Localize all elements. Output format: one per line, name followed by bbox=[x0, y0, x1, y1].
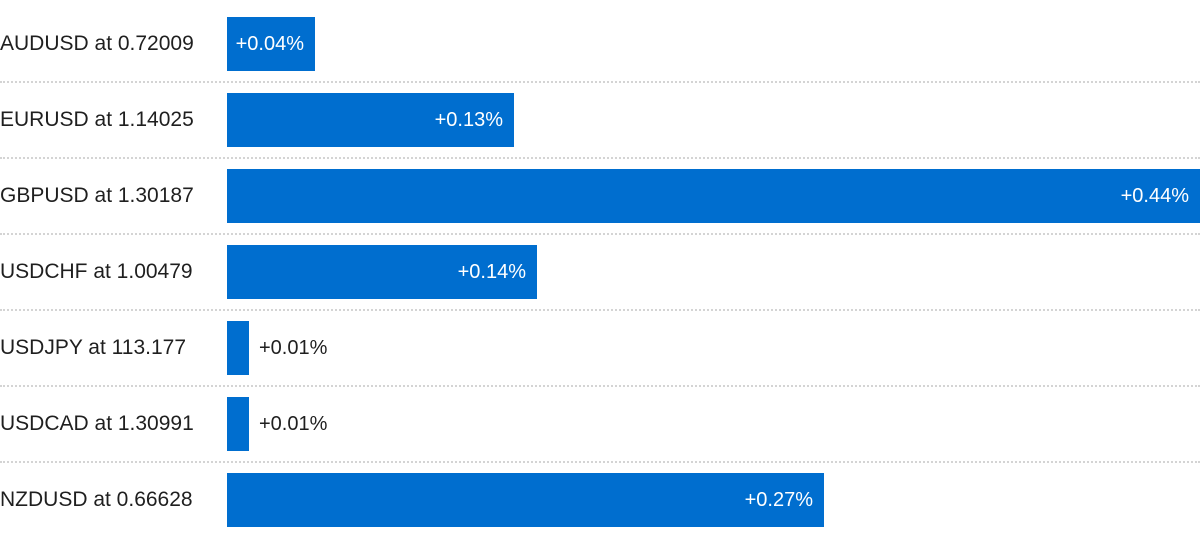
value-label: +0.01% bbox=[259, 337, 328, 359]
value-label: +0.44% bbox=[1120, 185, 1189, 207]
bar bbox=[227, 321, 249, 375]
bar bbox=[227, 17, 315, 71]
value-label: +0.27% bbox=[744, 489, 813, 511]
category-label: USDJPY at 113.177 bbox=[0, 336, 187, 359]
value-label: +0.01% bbox=[259, 413, 328, 435]
category-label: EURUSD at 1.14025 bbox=[0, 108, 194, 131]
value-label: +0.13% bbox=[434, 109, 503, 131]
bar bbox=[227, 473, 824, 527]
category-label: USDCHF at 1.00479 bbox=[0, 260, 193, 283]
bar bbox=[227, 93, 514, 147]
category-label: NZDUSD at 0.66628 bbox=[0, 488, 193, 511]
bar bbox=[227, 397, 249, 451]
row-separator bbox=[0, 309, 1200, 311]
category-label: GBPUSD at 1.30187 bbox=[0, 184, 194, 207]
category-label: USDCAD at 1.30991 bbox=[0, 412, 194, 435]
row-separator bbox=[0, 233, 1200, 235]
value-label: +0.14% bbox=[457, 261, 526, 283]
row-separator bbox=[0, 157, 1200, 159]
bar bbox=[227, 169, 1200, 223]
category-label: AUDUSD at 0.72009 bbox=[0, 32, 194, 55]
row-separator bbox=[0, 461, 1200, 463]
row-separator bbox=[0, 385, 1200, 387]
value-label: +0.04% bbox=[235, 33, 304, 55]
row-separator bbox=[0, 81, 1200, 83]
bar bbox=[227, 245, 537, 299]
